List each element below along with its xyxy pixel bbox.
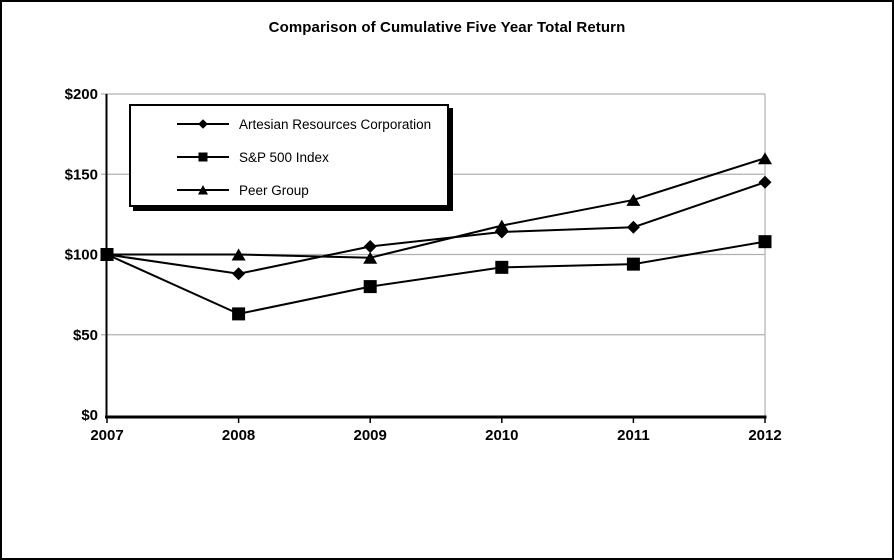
y-axis-label-200: $200: [65, 86, 98, 103]
legend-entry-sp500: S&P 500 Index: [177, 149, 439, 165]
y-axis-label-0: $0: [81, 407, 98, 424]
peer-group-marker-2008: [231, 248, 246, 261]
artesian-resources-corporation-marker-2011: [626, 220, 640, 234]
series-line-s-p-500-index: [106, 240, 766, 315]
series-line-peer-group: [107, 157, 766, 259]
y-axis-label-50: $50: [73, 327, 98, 344]
artesian-resources-corporation-marker-2012: [758, 175, 772, 189]
diamond-marker-icon: [177, 119, 229, 129]
artesian-resources-corporation-marker-2009: [363, 239, 377, 253]
artesian-resources-corporation-marker-2008: [232, 267, 246, 281]
peer-group-marker-2009: [363, 251, 378, 264]
legend-label-artesian: Artesian Resources Corporation: [239, 116, 432, 132]
legend-entry-artesian: Artesian Resources Corporation: [177, 116, 439, 132]
triangle-marker-icon: [177, 185, 229, 195]
x-axis-label-2011: 2011: [617, 427, 650, 444]
s-p-500-index-marker-2010: [495, 260, 509, 274]
peer-group-marker-2011: [626, 193, 641, 206]
square-marker-icon: [177, 152, 229, 162]
s-p-500-index-marker-2009: [363, 280, 377, 294]
legend-label-sp500: S&P 500 Index: [239, 149, 329, 165]
x-axis-label-2008: 2008: [222, 427, 255, 444]
x-axis-label-2010: 2010: [485, 427, 518, 444]
series-line-artesian-resources-corporation: [106, 181, 766, 275]
artesian-resources-corporation-marker-2007: [100, 248, 114, 261]
peer-group-marker-2012: [758, 152, 772, 165]
s-p-500-index-marker-2012: [758, 235, 772, 249]
artesian-resources-corporation-marker-2010: [495, 225, 509, 239]
s-p-500-index-marker-2011: [626, 257, 640, 271]
x-axis-label-2009: 2009: [354, 427, 387, 444]
legend-label-peer-group: Peer Group: [239, 182, 309, 198]
x-axis-label-2007: 2007: [90, 427, 123, 444]
x-axis-label-2012: 2012: [748, 427, 781, 444]
s-p-500-index-marker-2008: [232, 307, 246, 321]
legend-entry-peer-group: Peer Group: [177, 182, 439, 198]
y-axis-label-100: $100: [65, 247, 98, 264]
chart-title: Comparison of Cumulative Five Year Total…: [268, 19, 626, 36]
y-axis-label-150: $150: [65, 166, 98, 183]
chart-legend: Artesian Resources Corporation S&P 500 I…: [129, 104, 449, 207]
